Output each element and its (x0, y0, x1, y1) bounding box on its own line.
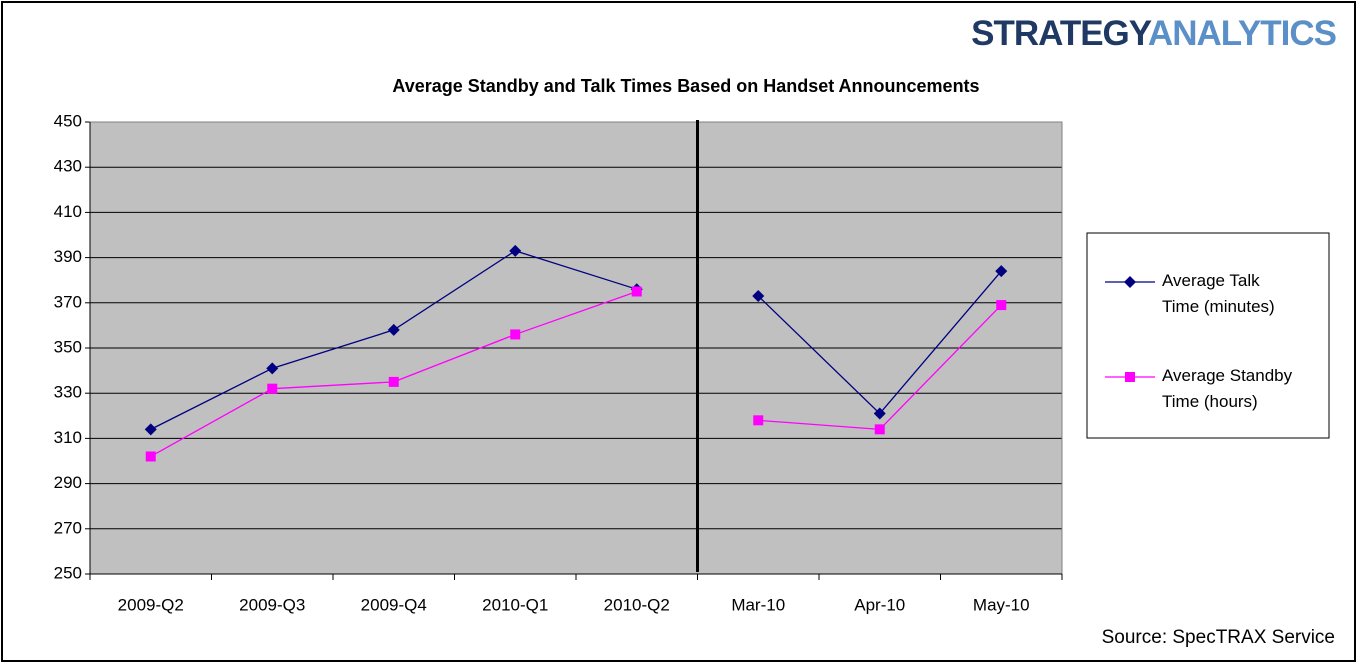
marker (996, 300, 1007, 311)
marker (995, 265, 1008, 278)
x-tick-label: May-10 (973, 595, 1030, 614)
x-tick-label: 2009-Q3 (239, 595, 305, 614)
x-tick-label: 2009-Q4 (361, 595, 427, 614)
marker (873, 407, 886, 420)
x-tick-label: Mar-10 (731, 595, 785, 614)
x-tick-label: 2010-Q2 (604, 595, 670, 614)
legend-label-line: Time (minutes) (1162, 297, 1275, 316)
y-tick-label: 350 (54, 337, 82, 356)
legend-label-line: Time (hours) (1162, 392, 1258, 411)
marker (387, 323, 400, 336)
legend-label-line: Average Talk (1162, 271, 1260, 290)
legend-box (1086, 232, 1330, 439)
marker (266, 362, 279, 375)
y-tick-label: 370 (54, 292, 82, 311)
y-tick-label: 310 (54, 428, 82, 447)
marker (510, 329, 521, 340)
y-tick-label: 270 (54, 518, 82, 537)
marker (145, 451, 156, 462)
x-tick-label: 2010-Q1 (482, 595, 548, 614)
y-tick-label: 450 (54, 111, 82, 130)
marker (752, 290, 765, 303)
y-tick-label: 330 (54, 383, 82, 402)
x-tick-label: Apr-10 (854, 595, 905, 614)
marker (267, 383, 278, 394)
brand-strategy: STRATEGY (971, 14, 1152, 53)
x-tick-label: 2009-Q2 (118, 595, 184, 614)
marker (753, 415, 764, 426)
y-tick-label: 430 (54, 157, 82, 176)
y-tick-label: 250 (54, 563, 82, 582)
y-tick-label: 290 (54, 473, 82, 492)
source: Source: SpecTRAX Service (1102, 627, 1335, 648)
brand: STRATEGYANALYTICS (971, 14, 1336, 53)
legend-label: Average Standby Time (hours) (1162, 366, 1293, 411)
y-tick-label: 410 (54, 202, 82, 221)
marker (1124, 276, 1136, 288)
brand-analytics: ANALYTICS (1148, 14, 1336, 53)
chart-title: Average Standby and Talk Times Based on … (392, 76, 979, 96)
marker (874, 424, 885, 435)
marker (1125, 372, 1135, 382)
marker (631, 286, 642, 297)
legend-label-line: Average Standby (1162, 366, 1293, 385)
marker (388, 376, 399, 387)
marker (144, 423, 157, 436)
y-tick-label: 390 (54, 247, 82, 266)
marker (509, 244, 522, 257)
legend-label: Average Talk Time (minutes) (1162, 271, 1275, 316)
